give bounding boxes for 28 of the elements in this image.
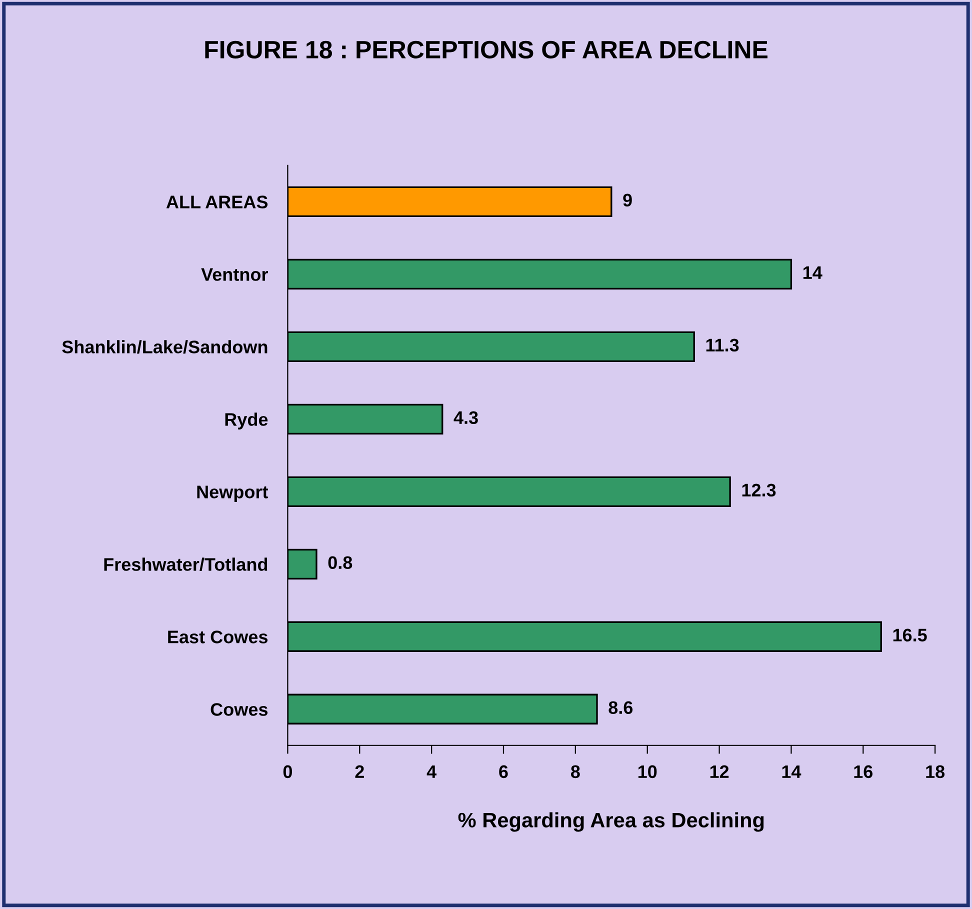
x-tick-label: 4 [426, 765, 436, 778]
y-tick-label: Shanklin/Lake/Sandown [62, 340, 268, 354]
chart-title: FIGURE 18 : PERCEPTIONS OF AREA DECLINE [205, 40, 768, 59]
data-label: 0.8 [328, 556, 352, 569]
x-tick-label: 10 [638, 765, 657, 778]
data-label: 16.5 [893, 628, 927, 642]
x-tick-label: 2 [355, 765, 364, 778]
x-tick-label: 16 [854, 765, 873, 778]
data-label: 8.6 [608, 701, 633, 714]
data-label: 9 [623, 194, 632, 207]
data-label: 4.3 [454, 411, 478, 424]
x-tick-label: 6 [499, 765, 508, 778]
y-tick-label: Ryde [225, 412, 268, 430]
y-tick-label: Newport [197, 486, 268, 502]
x-tick-label: 8 [570, 765, 580, 778]
x-tick-label: 18 [926, 765, 945, 778]
x-tick-label: 14 [782, 765, 802, 778]
y-tick-label: Ventnor [201, 268, 268, 281]
x-axis-title: % Regarding Area as Declining [458, 812, 764, 832]
data-label: 12.3 [742, 484, 776, 497]
y-tick-label: Cowes [210, 703, 268, 716]
y-tick-label: ALL AREAS [166, 196, 268, 208]
x-tick-label: 12 [710, 765, 729, 778]
x-tick-label: 0 [283, 765, 292, 778]
y-tick-label: Freshwater/Totland [104, 558, 268, 572]
data-label: 11.3 [706, 338, 739, 352]
data-label: 14 [803, 266, 822, 279]
y-tick-label: East Cowes [168, 630, 268, 644]
